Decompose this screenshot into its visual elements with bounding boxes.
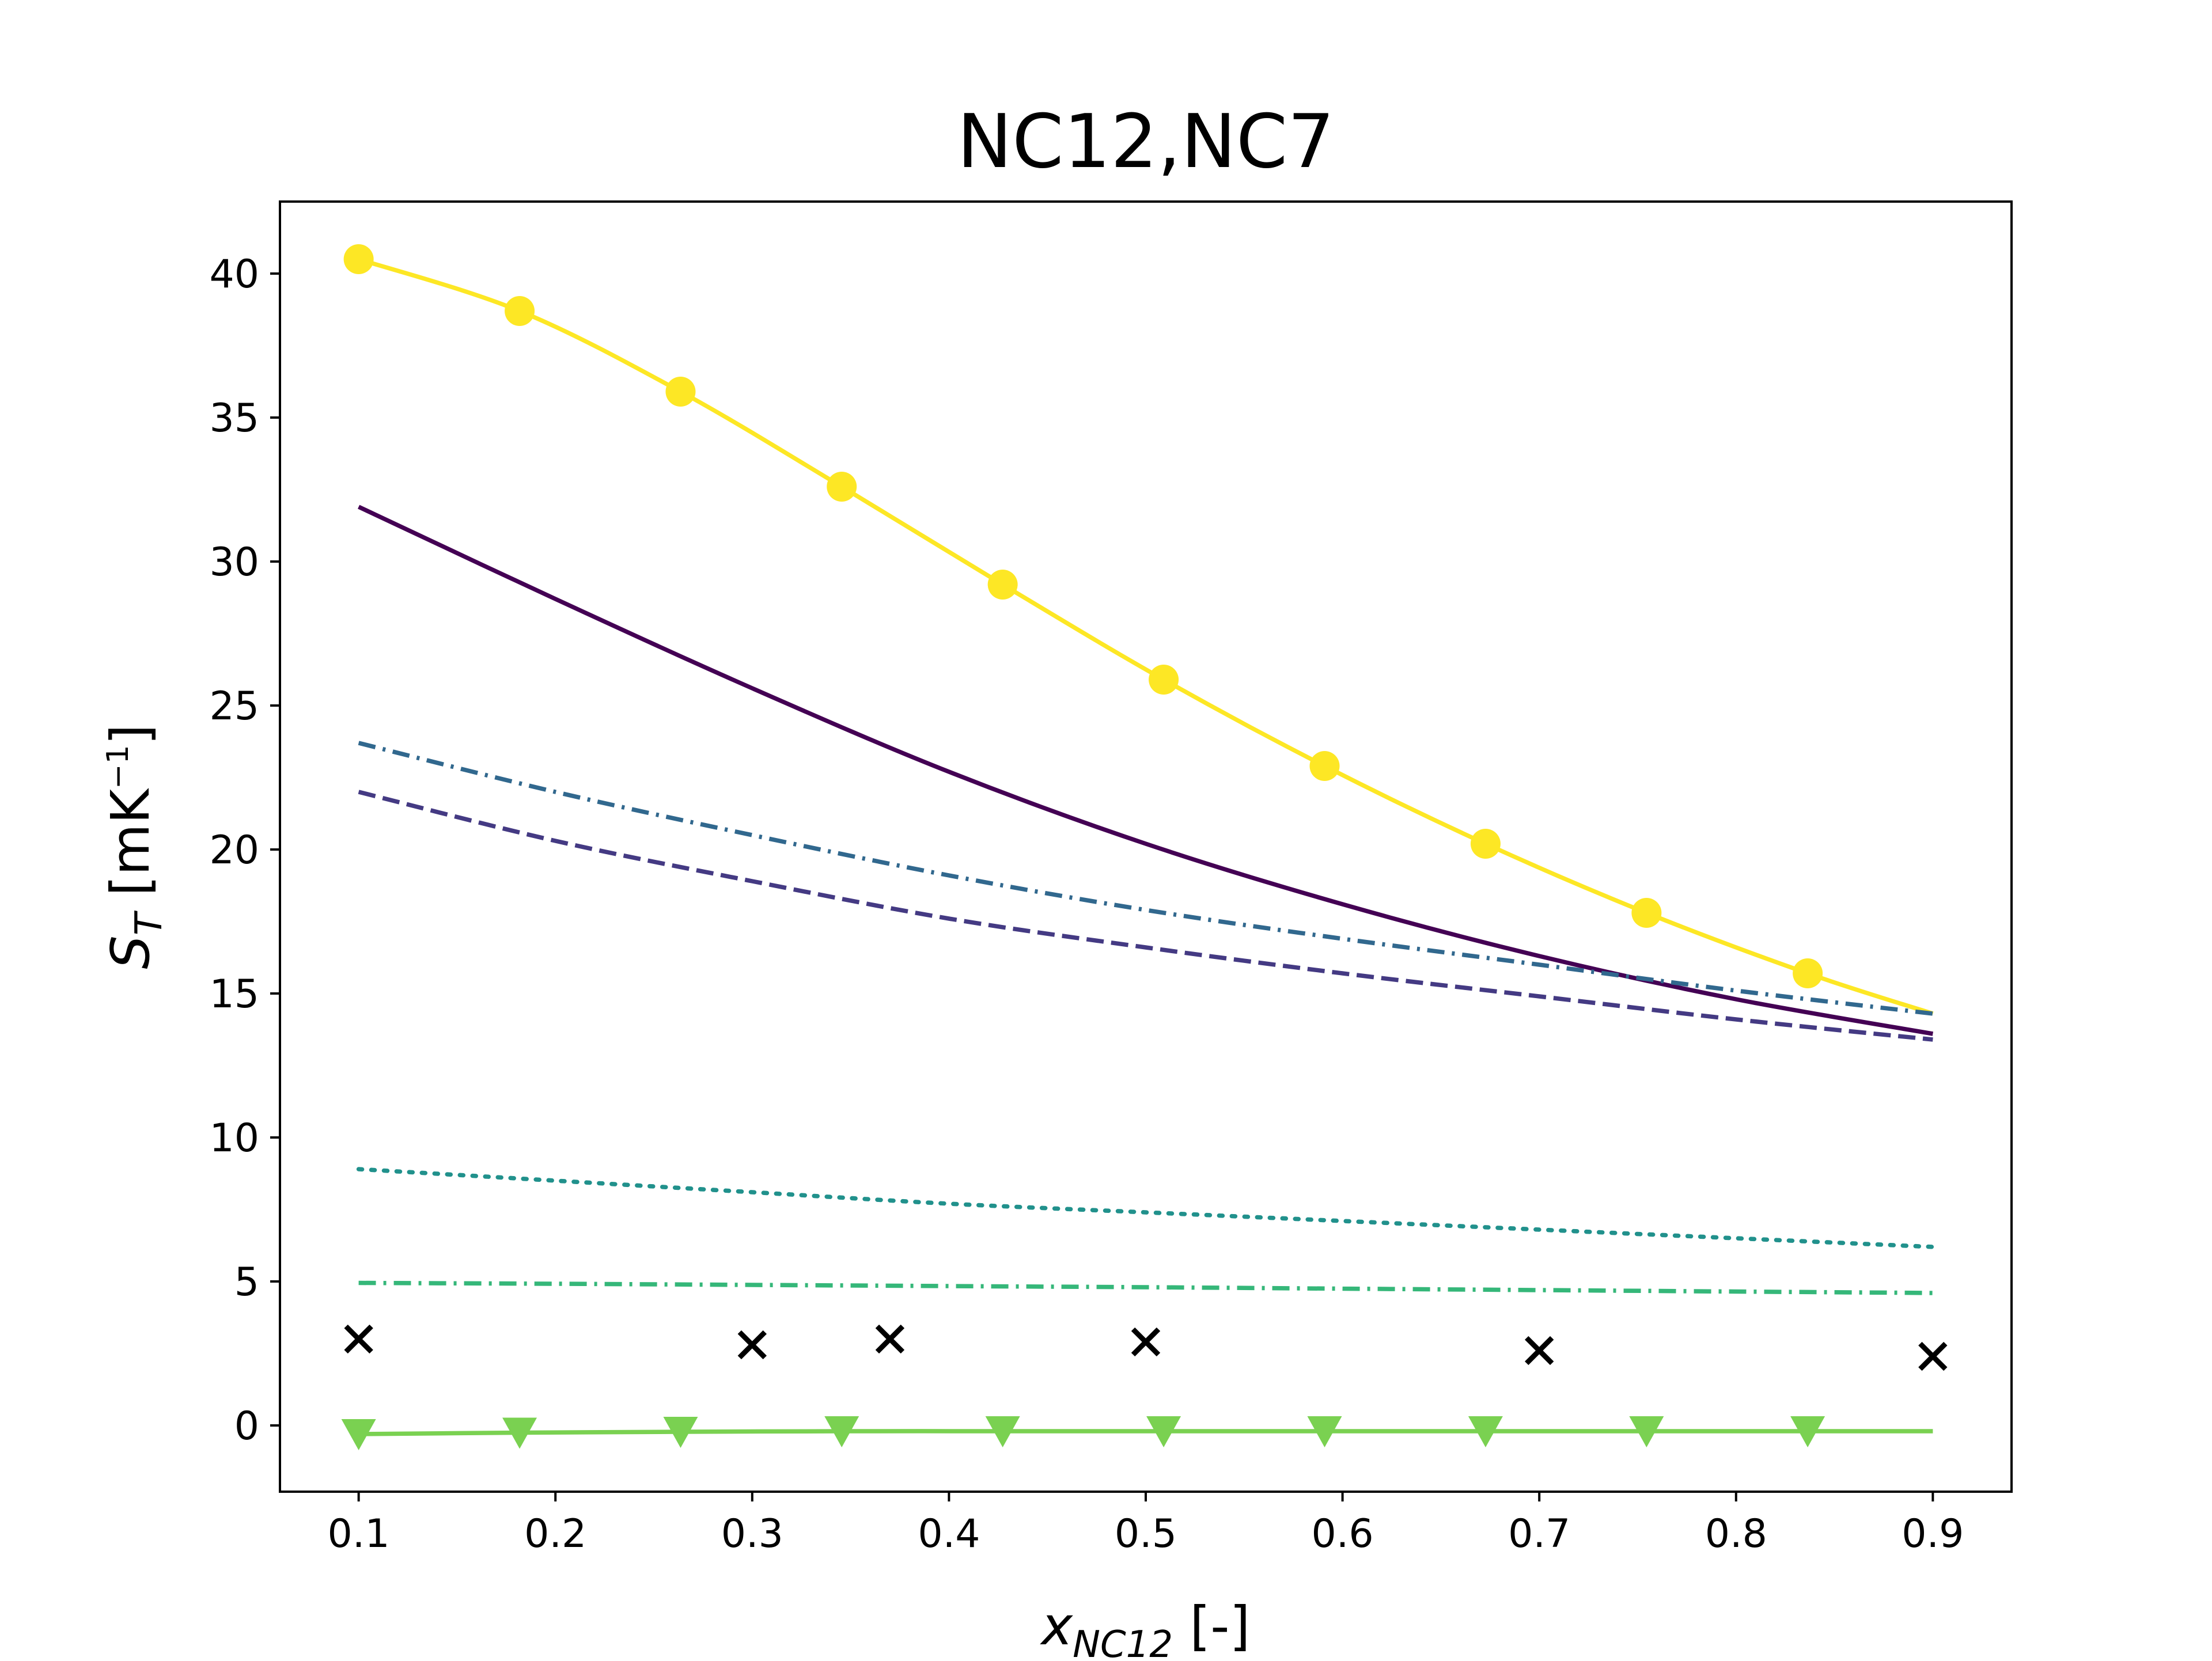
series-8-point (341, 1419, 376, 1450)
series-7-point (875, 1324, 905, 1354)
x-tick-label: 0.6 (1312, 1511, 1374, 1557)
series-4-line (358, 790, 1933, 1042)
x-label-symbol: x (1040, 1595, 1074, 1657)
series-8-point (1468, 1416, 1503, 1447)
y-label-unit-close: ] (100, 724, 161, 745)
x-axis-label: xNC12 [-] (1040, 1595, 1251, 1659)
x-label-unit: [-] (1173, 1595, 1250, 1657)
series-1-point (1309, 751, 1340, 781)
series-6-line (358, 1280, 1933, 1295)
y-label-unit-superscript: −1 (101, 745, 135, 789)
series-1-point (1793, 958, 1823, 988)
series-8-point (663, 1417, 698, 1448)
series-1-point (343, 244, 374, 274)
y-tick-label: 25 (209, 684, 259, 729)
y-tick-label: 15 (209, 972, 259, 1017)
series-7-point (1131, 1327, 1161, 1357)
x-tick-label: 0.9 (1902, 1511, 1964, 1557)
x-tick-label: 0.3 (721, 1511, 783, 1557)
x-label-subscript: NC12 (1073, 1624, 1173, 1659)
series-5-line (356, 1167, 1936, 1249)
x-tick-label: 0.5 (1115, 1511, 1177, 1557)
y-label-unit-open: [mK (100, 787, 161, 913)
series-7-point (344, 1324, 373, 1354)
tick-layer: 0.1 0.2 0.3 0.4 0.5 0.6 0.7 0.8 0.9 0 5 10 15 20 25 30 3… (209, 252, 1964, 1557)
series-1-point (665, 377, 696, 407)
series-1-point (1631, 898, 1662, 928)
x-tick-label: 0.4 (918, 1511, 980, 1557)
y-tick-label: 35 (209, 396, 259, 441)
y-label-subscript: T (128, 910, 171, 935)
y-tick-label: 30 (209, 540, 259, 585)
chart-title: NC12,NC7 (957, 99, 1334, 185)
series-layer (356, 257, 1936, 1436)
y-tick-label: 0 (234, 1404, 259, 1449)
series-7-point (1918, 1341, 1948, 1371)
series-8-point (985, 1416, 1020, 1447)
y-tick-label: 20 (209, 828, 259, 873)
series-7-point (737, 1330, 767, 1360)
x-tick-label: 0.1 (328, 1511, 390, 1557)
series-8-point (502, 1417, 537, 1449)
series-3-line (358, 741, 1933, 1016)
series-8-point (1790, 1416, 1825, 1447)
y-label-symbol: S (100, 935, 161, 969)
series-8-point (1307, 1416, 1342, 1447)
series-1-point (505, 296, 535, 326)
y-tick-label: 5 (234, 1260, 259, 1305)
x-tick-label: 0.2 (524, 1511, 586, 1557)
series-8-point (824, 1416, 859, 1447)
y-tick-label: 10 (209, 1116, 259, 1161)
x-tick-label: 0.7 (1508, 1511, 1570, 1557)
series-8-point (1146, 1416, 1181, 1447)
series-1-point (827, 472, 857, 502)
x-tick-label: 0.8 (1705, 1511, 1767, 1557)
series-8-point (1629, 1416, 1664, 1447)
series-2-line (358, 505, 1934, 1036)
marker-layer (341, 244, 1948, 1450)
series-7-point (1524, 1336, 1554, 1366)
series-1-point (1470, 829, 1501, 859)
series-1-point (1149, 665, 1179, 695)
y-tick-label: 40 (209, 252, 259, 297)
y-axis-label: ST [mK−1] (100, 724, 171, 969)
series-1-point (987, 570, 1018, 600)
